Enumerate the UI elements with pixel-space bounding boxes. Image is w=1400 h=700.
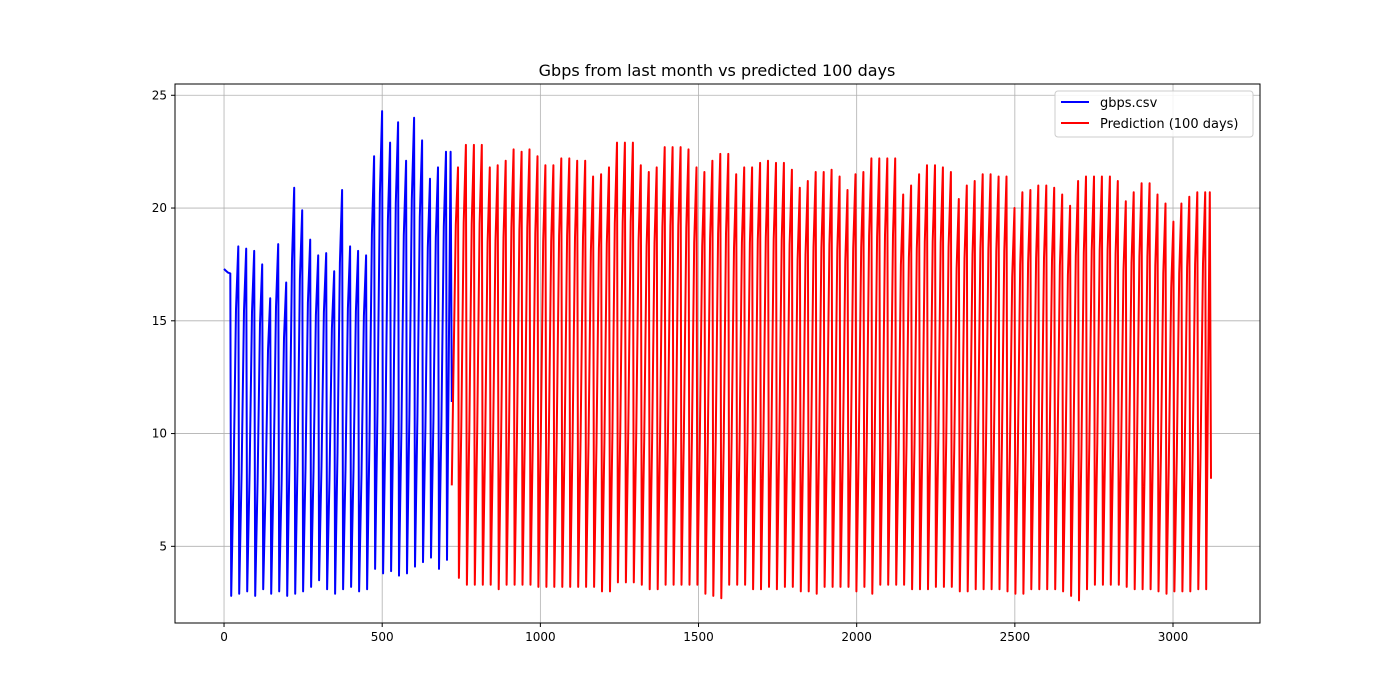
axes-frame xyxy=(174,83,1261,624)
x-tick-label: 2000 xyxy=(841,630,872,644)
chart-title: Gbps from last month vs predicted 100 da… xyxy=(539,61,896,80)
legend-box xyxy=(1054,90,1254,138)
x-tick-label: 1000 xyxy=(525,630,556,644)
legend: gbps.csv Prediction (100 days) xyxy=(1054,90,1254,138)
y-tick-label: 25 xyxy=(152,88,167,102)
x-tick-label: 0 xyxy=(220,630,228,644)
y-tick-label: 15 xyxy=(152,314,167,328)
x-tick-label: 1500 xyxy=(683,630,714,644)
legend-label: Prediction (100 days) xyxy=(1100,117,1239,132)
series-line-1 xyxy=(450,141,1212,602)
y-tick-label: 20 xyxy=(152,201,167,215)
y-tick-label: 10 xyxy=(152,427,167,441)
x-tick-label: 3000 xyxy=(1158,630,1189,644)
legend-label: gbps.csv xyxy=(1100,96,1158,111)
x-tick-label: 500 xyxy=(371,630,394,644)
y-tick-label: 5 xyxy=(159,539,167,553)
x-tick-label: 2500 xyxy=(1000,630,1031,644)
series-layer xyxy=(223,110,1212,602)
series-line-0 xyxy=(223,110,453,597)
ticks: 0 500 1000 1500 2000 2500 3000 5 10 15 20 25 xyxy=(152,88,1189,644)
